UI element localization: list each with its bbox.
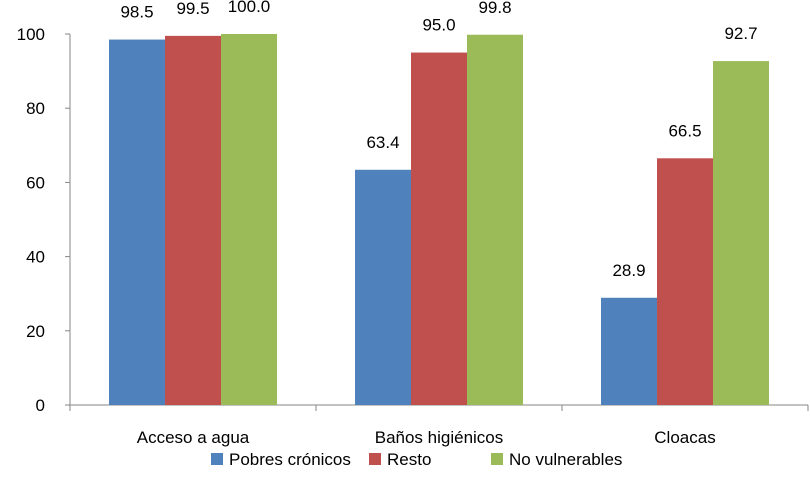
legend-swatch	[211, 453, 223, 465]
legend: Pobres crónicos Resto No vulnerables	[211, 450, 622, 469]
bar	[355, 169, 411, 405]
legend-label: Pobres crónicos	[229, 450, 351, 469]
y-tick-label: 0	[36, 396, 45, 415]
data-label: 28.9	[612, 261, 645, 280]
data-label: 99.5	[176, 0, 209, 18]
legend-label: Resto	[387, 450, 431, 469]
bar	[657, 158, 713, 405]
data-label: 100.0	[228, 0, 271, 16]
y-tick-label: 40	[26, 248, 45, 267]
bar	[601, 297, 657, 405]
legend-label: No vulnerables	[509, 450, 622, 469]
x-category-label: Acceso a agua	[137, 428, 250, 447]
legend-swatch	[369, 453, 381, 465]
legend-swatch	[491, 453, 503, 465]
y-tick-label: 80	[26, 99, 45, 118]
data-label: 63.4	[366, 133, 399, 152]
y-axis: 0 20 40 60 80 100	[17, 25, 71, 415]
data-labels: 98.5 99.5 100.0 63.4 95.0 99.8 28.9 66.5 92.7	[120, 0, 757, 280]
data-label: 92.7	[724, 24, 757, 43]
x-axis: Acceso a agua Baños higiénicos Cloacas	[65, 404, 809, 447]
bar	[109, 39, 165, 405]
bar	[467, 34, 523, 405]
x-category-label: Cloacas	[654, 428, 715, 447]
x-category-label: Baños higiénicos	[375, 428, 504, 447]
y-tick-label: 60	[26, 173, 45, 192]
data-label: 98.5	[120, 3, 153, 22]
bars	[109, 34, 769, 406]
data-label: 66.5	[668, 121, 701, 140]
data-label: 99.8	[478, 0, 511, 17]
y-tick-label: 20	[26, 322, 45, 341]
y-tick-label: 100	[17, 25, 45, 44]
data-label: 95.0	[422, 16, 455, 35]
bar	[221, 34, 277, 405]
bar	[713, 61, 769, 405]
bar	[165, 35, 221, 405]
bar	[411, 52, 467, 406]
